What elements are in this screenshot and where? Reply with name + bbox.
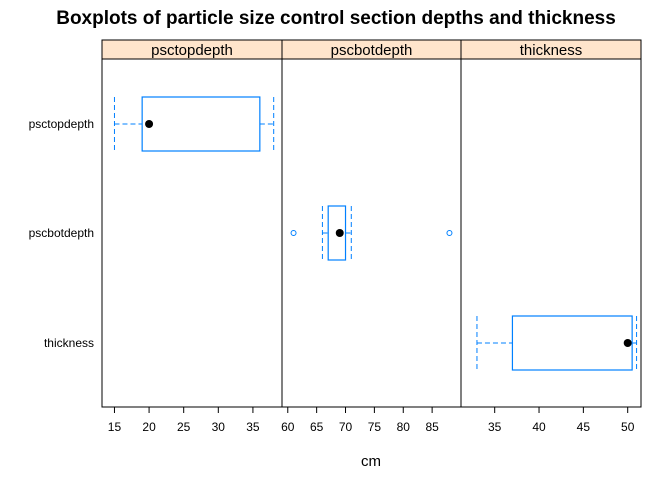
x-tick-label-pscbotdepth-80: 80 xyxy=(397,420,411,434)
y-axis-labels: psctopdepth pscbotdepth thickness xyxy=(29,117,94,350)
median-psctopdepth xyxy=(145,120,154,128)
x-tick-label-psctopdepth-30: 30 xyxy=(212,420,226,434)
box-thickness xyxy=(511,315,633,371)
x-tick-label-pscbotdepth-75: 75 xyxy=(368,420,382,434)
strip-label-pscbotdepth: pscbotdepth xyxy=(331,42,413,59)
panel-pscbotdepth: pscbotdepth 60 65 70 75 80 85 xyxy=(281,39,462,434)
x-tick-label-psctopdepth-15: 15 xyxy=(108,420,122,434)
x-tick-label-thickness-50: 50 xyxy=(621,420,635,434)
box-pscbotdepth xyxy=(327,205,347,261)
x-tick-label-pscbotdepth-70: 70 xyxy=(339,420,353,434)
x-tick-label-pscbotdepth-60: 60 xyxy=(281,420,295,434)
panel-frame-pscbotdepth xyxy=(281,58,462,408)
panel-frame-psctopdepth xyxy=(101,58,283,408)
outlier-pscbotdepth-0 xyxy=(290,230,297,236)
x-tick-label-psctopdepth-20: 20 xyxy=(142,420,156,434)
x-tick-label-thickness-40: 40 xyxy=(532,420,546,434)
chart-title: Boxplots of particle size control sectio… xyxy=(56,8,616,29)
outlier-pscbotdepth-1 xyxy=(446,230,453,236)
y-tick-label-pscbotdepth: pscbotdepth xyxy=(29,226,94,240)
x-tick-label-psctopdepth-35: 35 xyxy=(246,420,260,434)
panel-thickness: thickness 35 40 45 50 xyxy=(460,39,642,434)
panels: psctopdepth 15 20 25 30 35 pscbotdepth 60 65 70 75… xyxy=(101,39,642,434)
x-tick-label-pscbotdepth-85: 85 xyxy=(425,420,439,434)
x-tick-label-psctopdepth-25: 25 xyxy=(177,420,191,434)
panel-psctopdepth: psctopdepth 15 20 25 30 35 xyxy=(101,39,283,434)
x-tick-label-pscbotdepth-65: 65 xyxy=(310,420,324,434)
x-tick-label-thickness-35: 35 xyxy=(488,420,502,434)
panel-frame-thickness xyxy=(460,58,642,408)
strip-label-thickness: thickness xyxy=(520,42,583,59)
y-tick-label-thickness: thickness xyxy=(44,336,94,350)
median-thickness xyxy=(623,339,632,347)
y-tick-label-psctopdepth: psctopdepth xyxy=(29,117,94,131)
x-axis-label: cm xyxy=(361,453,381,470)
x-tick-label-thickness-45: 45 xyxy=(577,420,591,434)
box-psctopdepth xyxy=(141,96,261,152)
median-pscbotdepth xyxy=(335,229,344,237)
strip-label-psctopdepth: psctopdepth xyxy=(151,42,233,59)
